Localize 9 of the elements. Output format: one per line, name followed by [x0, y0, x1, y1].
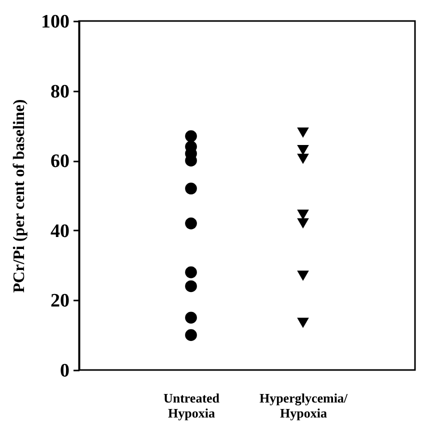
y-tick-label: 100 — [41, 12, 70, 32]
x-tick-label: Untreated Hypoxia — [163, 390, 220, 420]
x-tick-label: Hyperglycemia/ Hypoxia — [259, 390, 348, 420]
y-tick-label: 60 — [50, 151, 70, 172]
y-tick-label: 20 — [50, 290, 70, 312]
y-tick-label: 80 — [50, 81, 70, 102]
y-tick-label: 0 — [60, 360, 70, 382]
y-axis-title: PCr/Pi (per cent of baseline) — [11, 99, 28, 293]
y-tick-label: 40 — [50, 220, 70, 242]
